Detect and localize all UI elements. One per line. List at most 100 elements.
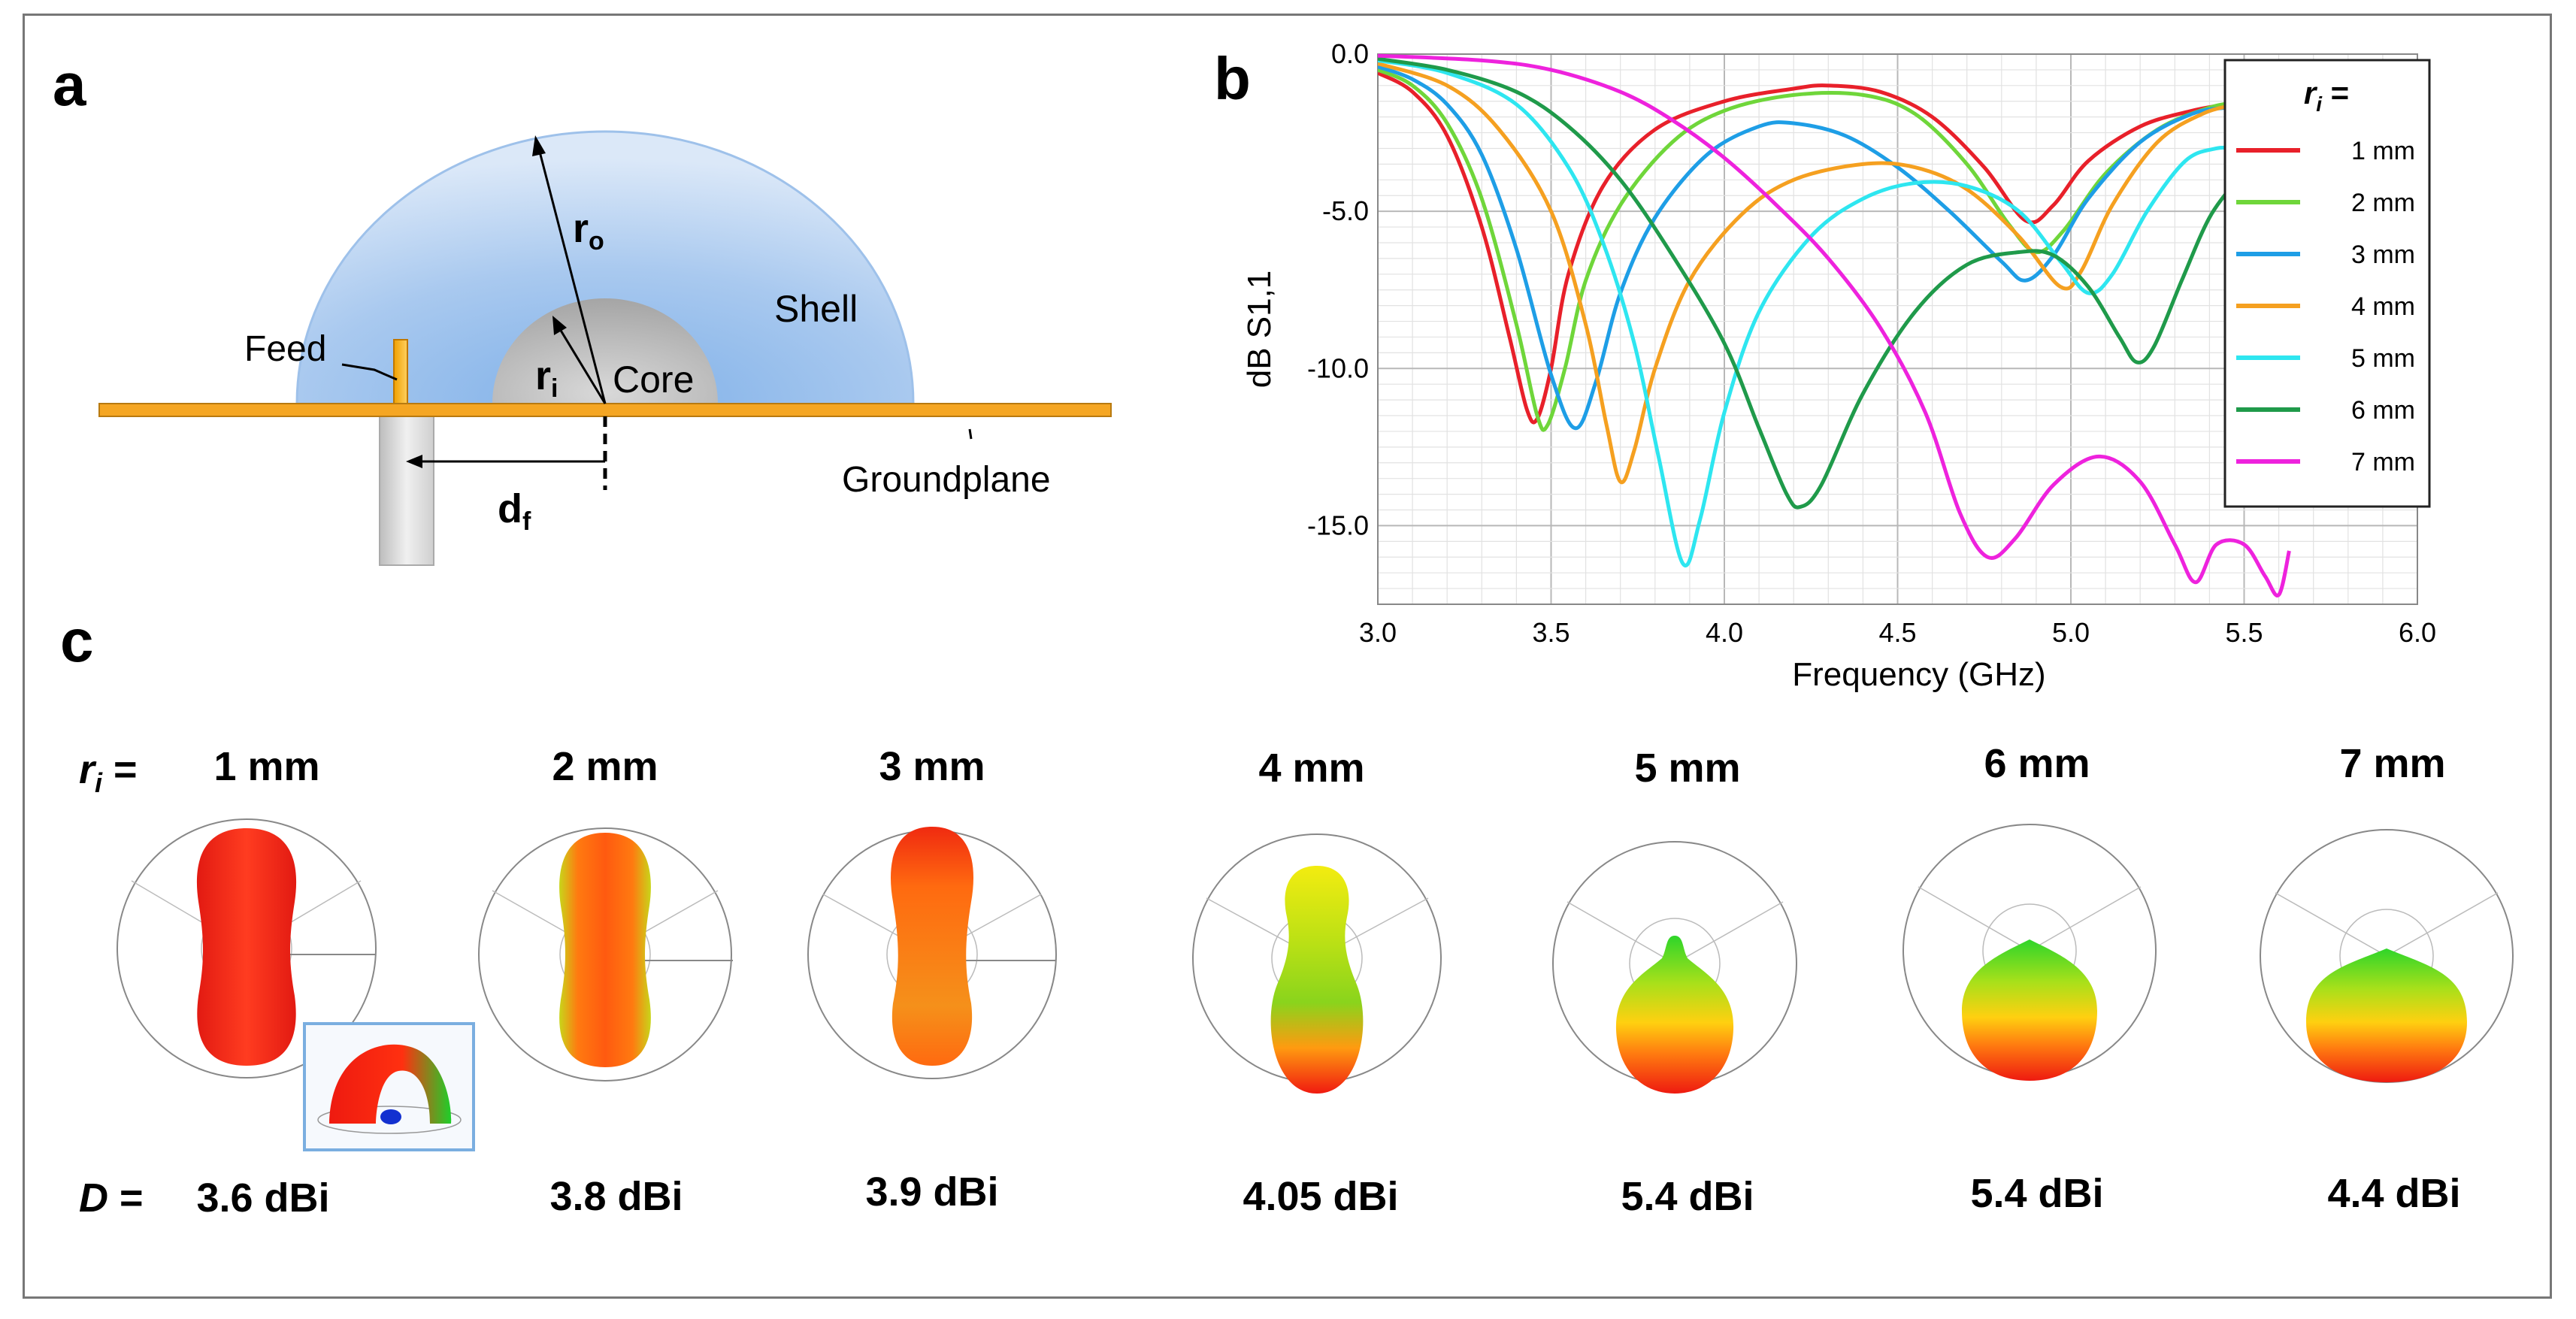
series-line-5 bbox=[1378, 58, 2238, 567]
legend-items: 1 mm 2 mm 3 mm 4 mm 5 mm 6 mm 7 mm bbox=[2236, 137, 2415, 476]
radius-label-2: 2 mm bbox=[552, 744, 658, 789]
radiation-pattern-7 bbox=[2260, 829, 2514, 1083]
lobe-shape bbox=[196, 828, 297, 1066]
x-tick-label: 3.5 bbox=[1532, 617, 1570, 648]
groundplane-label: Groundplane bbox=[842, 460, 1051, 500]
x-tick-label: 6.0 bbox=[2399, 617, 2436, 648]
radius-label-7: 7 mm bbox=[2339, 741, 2445, 786]
series-line-6 bbox=[1378, 56, 2239, 510]
series-line-2 bbox=[1378, 68, 2245, 432]
polar-spoke bbox=[2029, 886, 2142, 951]
panel-b: b 3.0 3.5 4.0 4.5 5.0 5.5 6.0 0.0 -5.0 -10.0 -15.0… bbox=[1214, 38, 2436, 693]
series-line-3 bbox=[1378, 65, 2227, 431]
lobe-shape bbox=[1962, 939, 2097, 1081]
shell-region bbox=[295, 130, 915, 405]
radius-label-5: 5 mm bbox=[1634, 746, 1740, 791]
series-line-7 bbox=[1378, 53, 2291, 597]
polar-spoke bbox=[2386, 892, 2499, 957]
directivity-4: 4.05 dBi bbox=[1243, 1174, 1398, 1219]
lobe-shape bbox=[1270, 866, 1364, 1094]
legend: ri = 1 mm 2 mm 3 mm 4 mm 5 mm 6 mm 7 mm bbox=[2223, 59, 2431, 508]
radiation-pattern-5 bbox=[1552, 841, 1797, 1094]
polar-spoke bbox=[1674, 901, 1784, 964]
r-i-arrowhead bbox=[552, 316, 567, 335]
r-i-label: ri bbox=[535, 353, 558, 403]
polar-spoke bbox=[2275, 892, 2387, 957]
d-f-label: df bbox=[498, 486, 531, 536]
radiation-pattern-1 bbox=[117, 818, 475, 1151]
groundplane-bar bbox=[98, 403, 1112, 417]
lobe-shape bbox=[1615, 936, 1734, 1094]
chart-ticks: 3.0 3.5 4.0 4.5 5.0 5.5 6.0 0.0 -5.0 -10.0 -15.0 bbox=[1307, 38, 2436, 648]
d-f-arrowhead bbox=[406, 455, 422, 468]
core-label: Core bbox=[613, 358, 694, 401]
directivity-6: 5.4 dBi bbox=[1970, 1171, 2103, 1216]
radiation-pattern-3 bbox=[807, 827, 1057, 1079]
r-i-arrow bbox=[558, 328, 607, 404]
directivity-3: 3.9 dBi bbox=[865, 1169, 998, 1215]
legend-label-7: 7 mm bbox=[2351, 448, 2415, 476]
feed-pin bbox=[393, 339, 408, 405]
directivity-1: 3.6 dBi bbox=[196, 1175, 329, 1221]
r-o-label: ro bbox=[573, 206, 604, 256]
x-axis-label: Frequency (GHz) bbox=[1792, 656, 2045, 693]
directivity-7: 4.4 dBi bbox=[2327, 1171, 2460, 1216]
legend-label-1: 1 mm bbox=[2351, 137, 2415, 165]
x-tick-label: 3.0 bbox=[1359, 617, 1397, 648]
legend-box bbox=[2223, 59, 2431, 508]
lobe-shape bbox=[559, 833, 651, 1067]
polar-spoke bbox=[1918, 886, 2030, 951]
panel-a: a Feed Shell Core Groundplane ro ri df bbox=[53, 51, 1112, 566]
lobe-shape bbox=[890, 827, 974, 1066]
radiation-pattern-4 bbox=[1192, 833, 1442, 1094]
legend-title: ri = bbox=[2304, 75, 2349, 116]
core-region bbox=[492, 298, 718, 404]
radius-label-6: 6 mm bbox=[1984, 741, 2090, 786]
coax-connector bbox=[379, 414, 434, 566]
radius-label-4: 4 mm bbox=[1258, 746, 1364, 791]
r-i-row-label: ri = bbox=[79, 747, 138, 798]
series-line-1 bbox=[1378, 71, 2227, 425]
y-tick-label: 0.0 bbox=[1331, 38, 1369, 69]
legend-label-5: 5 mm bbox=[2351, 344, 2415, 373]
panel-label-b: b bbox=[1214, 45, 1251, 112]
d-row-label: D = bbox=[79, 1175, 144, 1221]
x-tick-label: 5.0 bbox=[2052, 617, 2090, 648]
groundplane-leader bbox=[968, 428, 973, 440]
polar-circle-outer bbox=[117, 818, 377, 1078]
legend-label-6: 6 mm bbox=[2351, 396, 2415, 425]
inset-lobe bbox=[329, 1044, 452, 1124]
legend-label-3: 3 mm bbox=[2351, 241, 2415, 269]
y-tick-label: -5.0 bbox=[1322, 195, 1369, 226]
polar-spoke bbox=[1566, 901, 1675, 964]
inset-3d-pattern bbox=[303, 1022, 475, 1151]
directivity-5: 5.4 dBi bbox=[1621, 1174, 1754, 1219]
inset-core bbox=[380, 1109, 401, 1124]
y-axis-label: dB S1,1 bbox=[1241, 271, 1278, 389]
chart-series-group bbox=[1378, 53, 2291, 597]
x-tick-label: 5.5 bbox=[2225, 617, 2263, 648]
figure-frame bbox=[23, 14, 2552, 1299]
y-tick-label: -10.0 bbox=[1307, 352, 1369, 383]
legend-label-4: 4 mm bbox=[2351, 292, 2415, 321]
radius-label-3: 3 mm bbox=[879, 744, 985, 789]
r-o-arrowhead bbox=[532, 135, 546, 156]
feed-label: Feed bbox=[244, 329, 326, 369]
legend-label-2: 2 mm bbox=[2351, 189, 2415, 217]
x-tick-label: 4.5 bbox=[1878, 617, 1916, 648]
inset-box bbox=[303, 1022, 475, 1151]
inset-ellipse bbox=[317, 1106, 462, 1134]
radius-label-1: 1 mm bbox=[213, 744, 319, 789]
directivity-2: 3.8 dBi bbox=[549, 1174, 683, 1219]
x-tick-label: 4.0 bbox=[1706, 617, 1743, 648]
shell-label: Shell bbox=[774, 288, 858, 330]
panel-label-a: a bbox=[53, 51, 86, 118]
radiation-pattern-2 bbox=[478, 827, 733, 1082]
polar-circle-outer bbox=[478, 827, 732, 1082]
y-tick-label: -15.0 bbox=[1307, 510, 1369, 540]
radiation-pattern-6 bbox=[1902, 824, 2157, 1081]
feed-leader bbox=[341, 363, 398, 381]
lobe-shape bbox=[2306, 948, 2467, 1082]
r-o-arrow bbox=[538, 151, 607, 404]
